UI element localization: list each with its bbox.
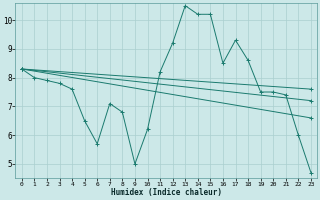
X-axis label: Humidex (Indice chaleur): Humidex (Indice chaleur) — [111, 188, 222, 197]
